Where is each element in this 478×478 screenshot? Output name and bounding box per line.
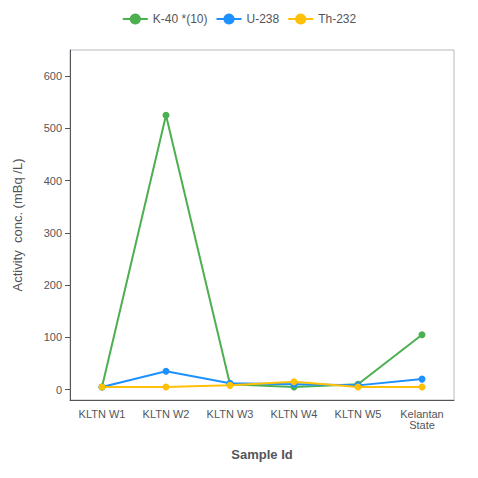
- svg-text:100: 100: [44, 331, 62, 343]
- svg-text:600: 600: [44, 70, 62, 82]
- svg-text:Kelantan: Kelantan: [400, 407, 444, 420]
- svg-text:Sample Id: Sample Id: [231, 447, 292, 462]
- svg-text:KLTN W1: KLTN W1: [79, 408, 126, 420]
- svg-text:Activity conc. (mBq /L): Activity conc. (mBq /L): [10, 159, 25, 292]
- svg-text:KLTN W2: KLTN W2: [143, 408, 190, 420]
- svg-text:U-238: U-238: [246, 12, 279, 26]
- svg-text:K-40 *(10): K-40 *(10): [153, 12, 208, 26]
- svg-text:KLTN W5: KLTN W5: [335, 408, 382, 420]
- svg-text:300: 300: [44, 227, 62, 239]
- svg-text:0: 0: [56, 384, 62, 396]
- svg-text:State: State: [409, 419, 435, 431]
- svg-text:KLTN W3: KLTN W3: [207, 408, 254, 420]
- svg-text:500: 500: [44, 122, 62, 134]
- svg-text:400: 400: [44, 175, 62, 187]
- svg-text:Th-232: Th-232: [318, 12, 356, 26]
- svg-text:KLTN W4: KLTN W4: [271, 408, 318, 420]
- svg-text:200: 200: [44, 279, 62, 291]
